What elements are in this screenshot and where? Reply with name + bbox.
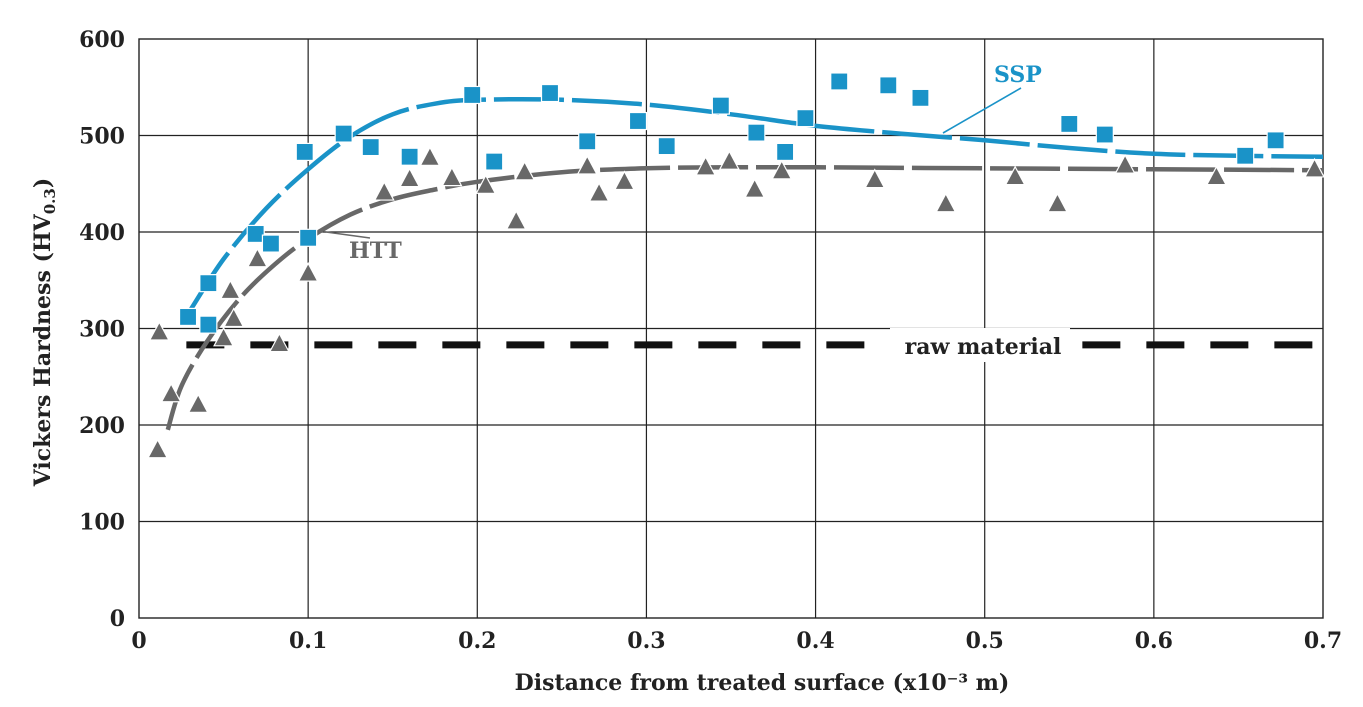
x-tick-label: 0.7 — [1304, 628, 1342, 654]
fit-curves — [165, 97, 1324, 431]
htt-data-point — [246, 247, 268, 268]
htt-data-point — [1205, 165, 1227, 186]
ssp-data-point — [578, 132, 597, 151]
tick-labels: 0 0.1 0.2 0.3 0.4 0.5 0.6 0.7 0 100 200 300 400 500 60… — [79, 27, 1342, 654]
htt-series-label: HTT — [349, 238, 402, 264]
htt-fit-curve — [165, 164, 1324, 431]
x-tick-label: 0 — [131, 628, 146, 654]
htt-data-point — [771, 159, 793, 180]
y-tick-label: 0 — [110, 606, 125, 632]
ssp-data-point — [178, 307, 198, 327]
htt-data-point — [147, 438, 169, 459]
htt-data-point — [441, 166, 463, 187]
ssp-data-point — [199, 315, 218, 334]
ssp-data-point — [711, 96, 730, 115]
ssp-fit-curve — [187, 97, 1324, 313]
y-tick-label: 600 — [79, 27, 125, 53]
htt-data-point — [187, 393, 209, 413]
htt-data-point — [695, 155, 717, 176]
ssp-data-point — [830, 72, 849, 91]
ssp-data-point — [879, 76, 898, 95]
ssp-data-point — [1095, 125, 1114, 144]
htt-data-point — [297, 262, 319, 282]
ssp-data-point — [199, 274, 218, 293]
htt-data-point — [475, 174, 497, 194]
x-tick-label: 0.4 — [796, 628, 834, 654]
x-tick-label: 0.3 — [627, 628, 665, 654]
raw-material-label-background — [890, 328, 1070, 362]
y-axis-title-close: ) — [30, 178, 56, 188]
ssp-data-point — [400, 147, 419, 166]
htt-data-point — [576, 154, 598, 175]
ssp-data-point — [485, 152, 504, 171]
x-axis-title: Distance from treated surface (x10⁻³ m) — [515, 670, 1010, 696]
y-tick-label: 500 — [79, 124, 125, 150]
ssp-series-label: SSP — [994, 62, 1042, 88]
htt-data-point — [514, 160, 536, 181]
htt-data-point — [419, 146, 441, 166]
ssp-data-point — [361, 137, 380, 157]
y-axis-title-subscript: 0.3 — [41, 188, 59, 214]
htt-data-point — [219, 279, 241, 300]
htt-data-point — [935, 192, 957, 213]
htt-data-point — [744, 178, 766, 198]
htt-data-point — [718, 150, 740, 170]
data-markers — [147, 72, 1326, 459]
ssp-data-point — [334, 124, 353, 143]
ssp-data-point — [299, 228, 318, 247]
htt-data-point — [1004, 165, 1026, 186]
y-tick-label: 200 — [79, 413, 125, 439]
ssp-data-point — [1266, 131, 1285, 150]
htt-data-point — [148, 320, 170, 341]
ssp-data-point — [796, 109, 815, 128]
ssp-label-leader — [942, 87, 1022, 134]
y-tick-label: 100 — [79, 510, 125, 536]
ssp-data-point — [261, 234, 281, 253]
ssp-data-point — [295, 142, 314, 162]
htt-data-point — [268, 332, 290, 353]
ssp-data-point — [1060, 114, 1079, 134]
y-axis-title: Vickers Hardness (HV0.3) — [30, 178, 59, 488]
htt-data-point — [864, 168, 886, 189]
htt-data-point — [399, 167, 421, 188]
htt-label-leader — [325, 231, 371, 239]
ssp-data-point — [463, 85, 482, 105]
htt-data-point — [613, 170, 635, 191]
ssp-data-point — [1236, 146, 1255, 165]
ssp-data-point — [657, 137, 676, 156]
ssp-data-point — [540, 83, 560, 103]
htt-data-point — [1304, 157, 1326, 178]
htt-data-point — [505, 209, 527, 230]
ssp-data-point — [246, 224, 265, 244]
grid — [138, 38, 1324, 619]
ssp-data-point — [747, 123, 766, 142]
x-tick-label: 0.5 — [966, 628, 1004, 654]
y-axis-title-main: Vickers Hardness (HV — [30, 213, 56, 487]
y-tick-label: 400 — [79, 220, 125, 246]
htt-data-point — [213, 326, 235, 347]
htt-data-point — [1114, 153, 1136, 174]
ssp-data-point — [776, 142, 795, 162]
htt-data-point — [373, 180, 395, 201]
raw-material-label: raw material — [905, 334, 1062, 360]
x-tick-label: 0.2 — [458, 628, 496, 654]
ssp-data-point — [911, 88, 930, 107]
htt-data-point — [223, 307, 245, 328]
htt-data-point — [1046, 192, 1068, 213]
htt-data-point — [588, 181, 610, 202]
ssp-data-point — [628, 111, 648, 131]
htt-data-point — [160, 382, 182, 403]
y-tick-label: 300 — [79, 317, 125, 343]
x-tick-label: 0.1 — [289, 628, 327, 654]
x-tick-label: 0.6 — [1135, 628, 1173, 654]
